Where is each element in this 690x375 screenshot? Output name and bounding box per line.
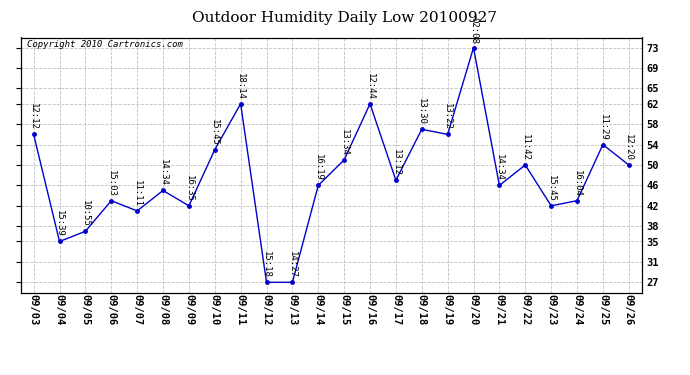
Text: 15:39: 15:39 [55, 210, 64, 237]
Text: 13:12: 13:12 [391, 149, 400, 176]
Text: 16:19: 16:19 [314, 154, 323, 181]
Text: 15:03: 15:03 [107, 170, 116, 196]
Text: 15:18: 15:18 [262, 251, 271, 278]
Text: 13:22: 13:22 [443, 104, 452, 130]
Text: 18:14: 18:14 [236, 73, 245, 100]
Text: 11:11: 11:11 [132, 180, 141, 207]
Text: 15:45: 15:45 [546, 175, 555, 202]
Text: 02:08: 02:08 [469, 16, 478, 44]
Text: 12:12: 12:12 [29, 104, 38, 130]
Text: 15:45: 15:45 [210, 118, 219, 146]
Text: Copyright 2010 Cartronics.com: Copyright 2010 Cartronics.com [27, 40, 183, 49]
Text: 14:34: 14:34 [159, 159, 168, 186]
Text: 11:29: 11:29 [598, 114, 607, 140]
Text: 16:35: 16:35 [184, 175, 193, 202]
Text: 12:44: 12:44 [366, 73, 375, 100]
Text: 10:55: 10:55 [81, 200, 90, 227]
Text: 13:34: 13:34 [339, 129, 348, 156]
Text: 12:20: 12:20 [624, 134, 633, 161]
Text: Outdoor Humidity Daily Low 20100927: Outdoor Humidity Daily Low 20100927 [193, 11, 497, 25]
Text: 11:42: 11:42 [521, 134, 530, 161]
Text: 14:27: 14:27 [288, 251, 297, 278]
Text: 14:34: 14:34 [495, 154, 504, 181]
Text: 16:04: 16:04 [573, 170, 582, 196]
Text: 13:30: 13:30 [417, 98, 426, 125]
